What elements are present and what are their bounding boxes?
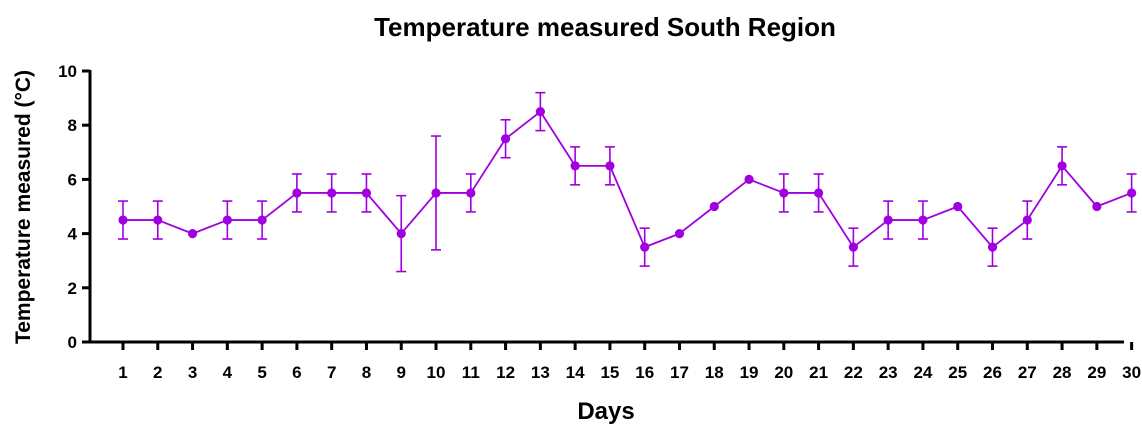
x-tick-label: 3	[188, 363, 197, 382]
x-tick-label: 8	[362, 363, 371, 382]
series-temperature	[118, 91, 1137, 273]
data-point	[257, 215, 267, 225]
data-point	[640, 242, 650, 252]
data-point	[848, 242, 858, 252]
data-point	[1127, 188, 1137, 198]
x-tick-label: 28	[1053, 363, 1072, 382]
data-point	[222, 215, 232, 225]
x-tick-label: 10	[427, 363, 446, 382]
data-point	[987, 242, 998, 252]
y-axis-label: Temperature measured (°C)	[12, 70, 35, 344]
series-line	[123, 110, 1132, 249]
x-tick-label: 7	[327, 363, 336, 382]
data-point	[118, 215, 128, 225]
x-tick-label: 30	[1122, 363, 1141, 382]
x-tick-label: 1	[118, 363, 127, 382]
data-point	[918, 215, 928, 225]
x-tick-label: 23	[879, 363, 898, 382]
x-tick-label: 25	[948, 363, 967, 382]
data-point	[883, 215, 893, 225]
x-tick-label: 13	[531, 363, 550, 382]
data-point	[535, 107, 545, 117]
x-tick-label: 5	[257, 363, 266, 382]
x-tick-label: 20	[774, 363, 793, 382]
data-point	[709, 201, 719, 212]
x-tick-label: 21	[809, 363, 828, 382]
data-point	[466, 188, 476, 198]
x-tick-label: 11	[462, 363, 480, 382]
x-tick-label: 2	[153, 363, 162, 382]
data-point	[1092, 201, 1102, 212]
axes	[88, 70, 1124, 344]
data-point	[779, 188, 789, 198]
data-point	[674, 229, 685, 239]
x-tick-label: 24	[913, 363, 932, 382]
x-tick-label: 6	[292, 363, 301, 382]
data-point	[187, 229, 198, 239]
y-tick-label: 2	[68, 279, 77, 298]
chart-title: Temperature measured South Region	[374, 12, 836, 42]
y-tick-label: 4	[68, 225, 78, 244]
x-tick-label: 26	[983, 363, 1002, 382]
x-tick-label: 12	[496, 363, 515, 382]
y-tick-label: 8	[68, 116, 77, 135]
x-tick-label: 14	[566, 363, 585, 382]
data-point	[605, 161, 615, 171]
data-point	[953, 201, 963, 212]
data-point	[814, 188, 824, 198]
data-point	[431, 188, 441, 198]
x-tick-label: 22	[844, 363, 863, 382]
x-tick-label: 27	[1018, 363, 1037, 382]
y-tick-label: 6	[68, 170, 77, 189]
data-point	[1022, 215, 1032, 225]
data-point	[500, 134, 511, 144]
x-tick-label: 15	[600, 363, 619, 382]
data-point	[1057, 161, 1067, 171]
x-tick-label: 4	[223, 363, 233, 382]
y-tick-label: 10	[58, 62, 77, 81]
data-point	[570, 161, 580, 171]
data-point	[153, 215, 163, 225]
x-tick-label: 17	[670, 363, 689, 382]
data-point	[292, 188, 302, 198]
x-axis-label: Days	[577, 398, 634, 425]
x-tick-label: 29	[1087, 363, 1106, 382]
y-tick-label: 0	[68, 333, 77, 352]
x-tick-label: 9	[397, 363, 406, 382]
x-tick-label: 18	[705, 363, 724, 382]
data-point	[361, 188, 372, 198]
x-tick-label: 19	[740, 363, 759, 382]
x-tick-label: 16	[635, 363, 654, 382]
data-point	[744, 174, 754, 184]
data-point	[327, 188, 337, 198]
data-point	[396, 229, 406, 239]
